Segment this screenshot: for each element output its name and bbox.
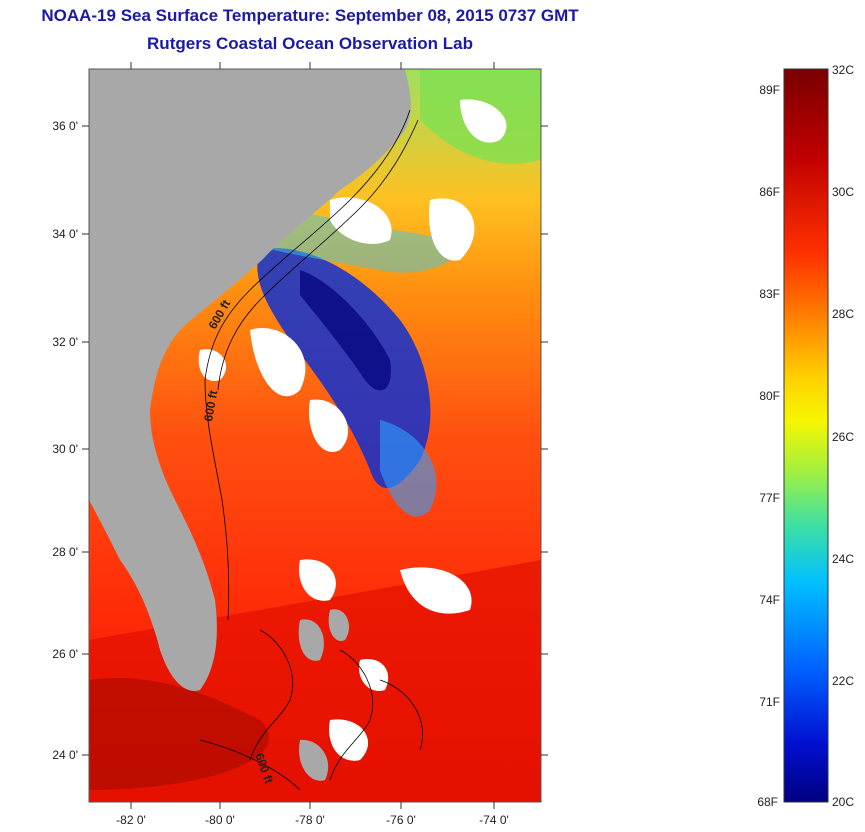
colorbar-c-label: 22C	[832, 674, 854, 688]
cold-core	[300, 270, 391, 391]
contour-label: 600 ft	[201, 389, 220, 422]
colorbar-c-label: 30C	[832, 185, 854, 199]
land-mass	[89, 69, 411, 691]
lat-tick-label: 32 0'	[52, 335, 78, 349]
colorbar-f-label: 89F	[759, 83, 780, 97]
lon-tick-label: -76 0'	[386, 813, 416, 827]
map-subtitle: Rutgers Coastal Ocean Observation Lab	[147, 34, 473, 53]
lat-tick-label: 24 0'	[52, 748, 78, 762]
island-bahamas	[298, 619, 324, 661]
colorbar-c-label: 26C	[832, 430, 854, 444]
longitude-axis: -82 0' -80 0' -78 0' -76 0' -74 0'	[116, 62, 509, 827]
colorbar-c-label: 28C	[832, 307, 854, 321]
island-andros	[328, 609, 350, 641]
lat-tick-label: 28 0'	[52, 545, 78, 559]
colorbar-f-label: 71F	[759, 695, 780, 709]
lat-tick-label: 30 0'	[52, 442, 78, 456]
colorbar-f-label: 68F	[757, 795, 778, 809]
lon-tick-label: -78 0'	[295, 813, 325, 827]
lat-tick-label: 34 0'	[52, 227, 78, 241]
colorbar-c-label: 20C	[832, 795, 854, 809]
depth-contours	[199, 109, 423, 791]
colorbar-f-label: 83F	[759, 287, 780, 301]
map-panel: 600 ft 600 ft 600 ft	[89, 69, 541, 802]
map-title: NOAA-19 Sea Surface Temperature: Septemb…	[41, 6, 579, 25]
lon-tick-label: -82 0'	[116, 813, 146, 827]
colorbar-gradient	[783, 68, 829, 803]
latitude-axis: 36 0' 34 0' 32 0' 30 0' 28 0' 26 0' 24 0…	[52, 119, 548, 762]
very-warm-region	[89, 678, 269, 790]
colorbar-f-label: 74F	[759, 593, 780, 607]
lon-tick-label: -80 0'	[205, 813, 235, 827]
lon-tick-label: -74 0'	[479, 813, 509, 827]
island-south	[299, 739, 329, 781]
colorbar-c-label: 32C	[832, 63, 854, 77]
colorbar-f-label: 86F	[759, 185, 780, 199]
colorbar-f-label: 80F	[759, 389, 780, 403]
colorbar-f-label: 77F	[759, 491, 780, 505]
cool-eddy	[380, 420, 437, 517]
lat-tick-label: 26 0'	[52, 647, 78, 661]
colorbar: 89F 86F 83F 80F 77F 74F 71F 68F 32C 30C …	[757, 63, 854, 809]
colorbar-c-label: 24C	[832, 552, 854, 566]
lat-tick-label: 36 0'	[52, 119, 78, 133]
map-frame	[88, 68, 542, 803]
cloud-mask	[198, 99, 507, 761]
